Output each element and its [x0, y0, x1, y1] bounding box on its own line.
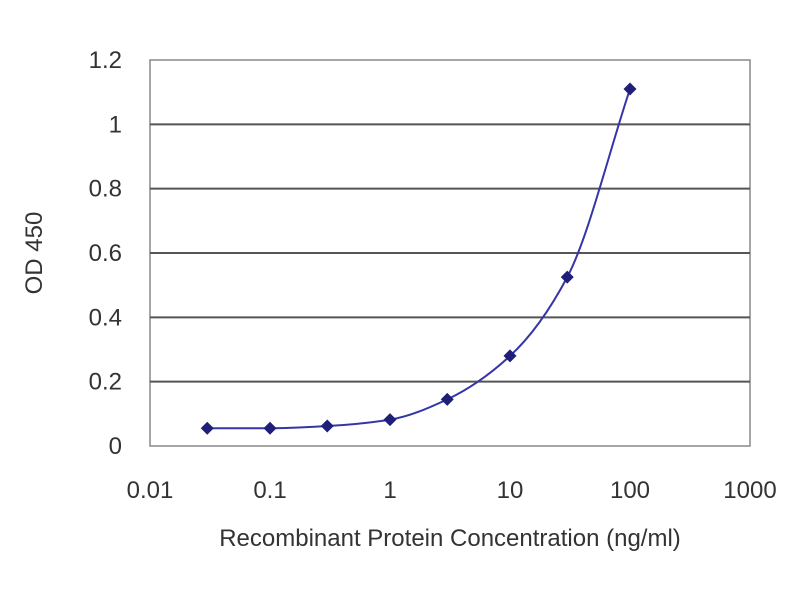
- data-point: [320, 419, 334, 433]
- y-tick-label: 0.6: [89, 240, 122, 267]
- x-axis-title: Recombinant Protein Concentration (ng/ml…: [219, 525, 681, 552]
- data-points: [200, 82, 637, 435]
- data-point: [200, 421, 214, 435]
- x-tick-labels: 0.01 0.1 1 10 100 1000: [127, 477, 777, 504]
- y-tick-label: 1.2: [89, 47, 122, 74]
- y-tick-label: 0.8: [89, 176, 122, 203]
- x-tick-label: 10: [497, 477, 524, 504]
- y-tick-labels: 0 0.2 0.4 0.6 0.8 1 1.2: [89, 47, 122, 460]
- y-axis-title: OD 450: [21, 212, 48, 295]
- x-tick-label: 1000: [723, 477, 776, 504]
- data-point: [623, 82, 637, 96]
- data-point: [503, 349, 517, 363]
- y-tick-label: 0.4: [89, 304, 122, 331]
- x-tick-label: 0.01: [127, 477, 174, 504]
- x-tick-label: 0.1: [253, 477, 286, 504]
- data-point: [440, 392, 454, 406]
- y-tick-label: 0: [109, 433, 122, 460]
- data-point: [383, 413, 397, 427]
- grid-lines: [150, 123, 750, 383]
- y-tick-label: 0.2: [89, 369, 122, 396]
- x-tick-label: 1: [383, 477, 396, 504]
- y-tick-label: 1: [109, 111, 122, 138]
- data-point: [263, 421, 277, 435]
- x-tick-label: 100: [610, 477, 650, 504]
- data-point: [560, 270, 574, 284]
